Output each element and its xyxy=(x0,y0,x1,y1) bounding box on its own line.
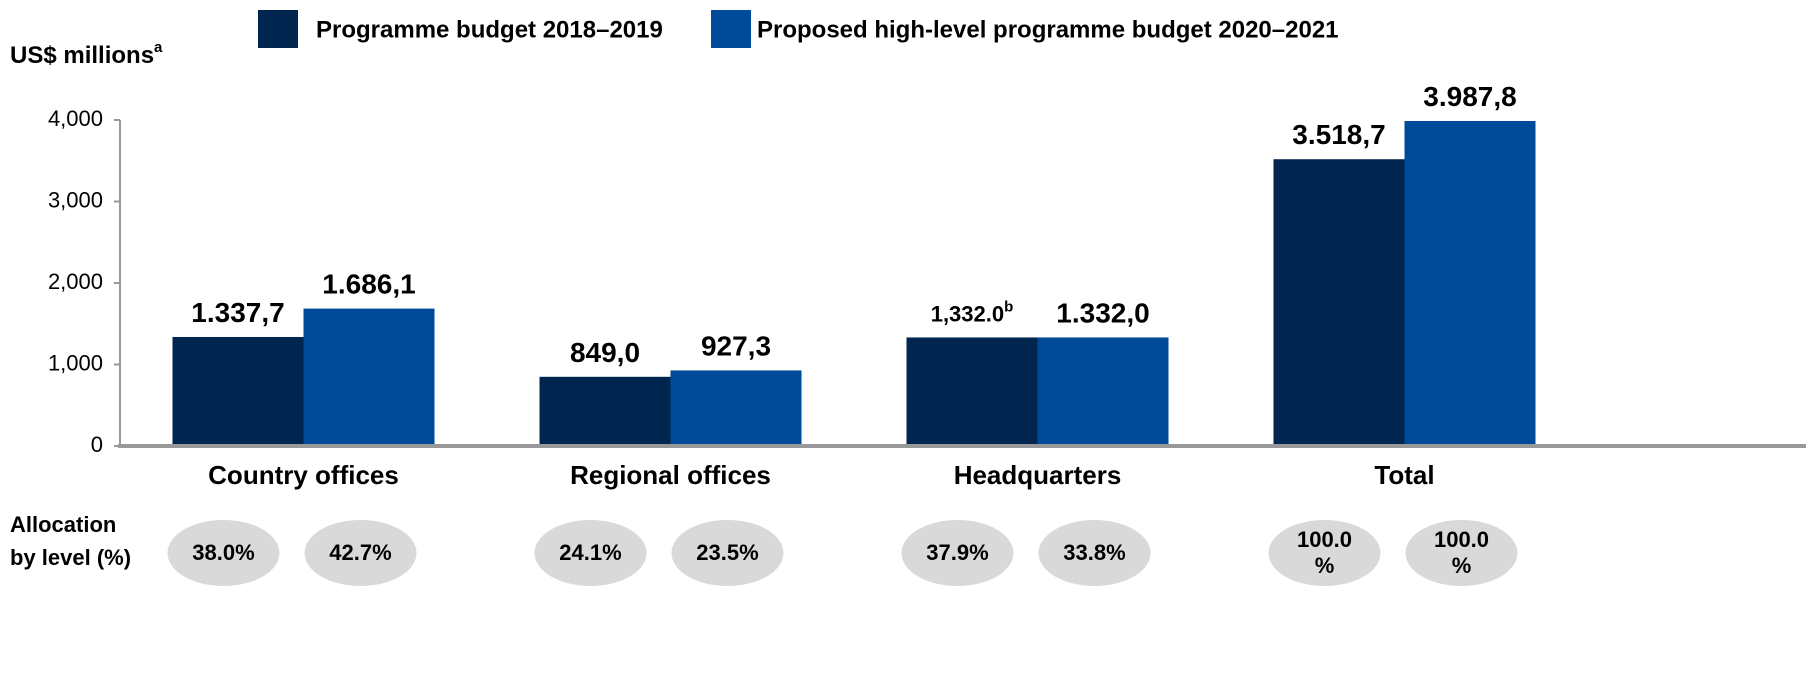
value-label-text: 927,3 xyxy=(701,331,771,362)
bar xyxy=(1273,159,1405,446)
x-tick-label: Country offices xyxy=(208,460,399,490)
y-tick-label: 3,000 xyxy=(48,187,103,212)
bar xyxy=(906,337,1038,446)
value-label: 1.337,7 xyxy=(191,297,284,328)
allocation-label: 100.0 % xyxy=(1406,520,1518,586)
x-tick-label: Headquarters xyxy=(954,460,1122,490)
y-axis-label-note: a xyxy=(154,39,163,56)
legend-label: Programme budget 2018–2019 xyxy=(316,16,663,43)
y-tick-label: 0 xyxy=(91,432,103,457)
allocation-text: 33.8% xyxy=(1063,540,1126,565)
allocation-text: 38.0% xyxy=(192,540,255,565)
value-label: 1.332,0 xyxy=(1056,298,1149,329)
allocation-ellipse xyxy=(1038,520,1151,586)
allocation-ellipse xyxy=(1405,520,1518,586)
allocation-label: 33.8% xyxy=(1039,520,1151,586)
bar xyxy=(1404,120,1536,447)
allocation-ellipse xyxy=(671,520,784,586)
value-label-text: 1.332,0 xyxy=(1056,298,1149,329)
allocation-ellipse xyxy=(1268,520,1381,586)
allocation-ellipse xyxy=(901,520,1014,586)
value-label-note: b xyxy=(1004,298,1013,315)
legend-label: Proposed high-level programme budget 202… xyxy=(757,16,1339,43)
legend-swatch xyxy=(258,10,298,48)
y-tick-label: 4,000 xyxy=(48,106,103,131)
y-tick-label: 2,000 xyxy=(48,269,103,294)
value-label-text: 3.987,8 xyxy=(1423,81,1516,112)
bar xyxy=(539,376,671,446)
allocation-ellipse xyxy=(167,520,280,586)
allocation-text: 24.1% xyxy=(559,540,622,565)
allocation-label: 38.0% xyxy=(168,520,280,586)
allocation-label: 37.9% xyxy=(902,520,1014,586)
allocation-label: 100.0 % xyxy=(1269,520,1381,586)
allocation-text: 37.9% xyxy=(926,540,989,565)
allocation-text: 100.0 % xyxy=(1296,527,1353,578)
bar xyxy=(670,370,802,446)
value-label: 3.518,7 xyxy=(1292,120,1385,151)
y-axis-label-text: US$ millions xyxy=(10,42,154,69)
allocation-text: 42.7% xyxy=(329,540,392,565)
allocation-ellipse xyxy=(534,520,647,586)
value-label-text: 849,0 xyxy=(570,337,640,368)
bar xyxy=(172,336,304,446)
value-label: 849,0 xyxy=(570,337,640,368)
value-label: 3.987,8 xyxy=(1423,81,1516,112)
value-label: 1,332.0b xyxy=(931,298,1014,326)
legend-swatch xyxy=(711,10,751,48)
value-label: 1.686,1 xyxy=(322,269,415,300)
allocation-label: 42.7% xyxy=(305,520,417,586)
value-label-text: 1.337,7 xyxy=(191,297,284,328)
y-axis-label: US$ millionsa xyxy=(10,39,163,69)
bar xyxy=(303,308,435,446)
x-tick-label: Regional offices xyxy=(570,460,771,490)
allocation-label: 24.1% xyxy=(535,520,647,586)
allocation-label: 23.5% xyxy=(672,520,784,586)
allocation-ellipse xyxy=(304,520,417,586)
bar xyxy=(1037,337,1169,446)
allocation-text: 100.0 % xyxy=(1433,527,1490,578)
allocation-title: Allocation by level (%) xyxy=(10,512,132,570)
value-label-text: 3.518,7 xyxy=(1292,120,1385,151)
x-tick-label: Total xyxy=(1374,460,1434,490)
value-label-text: 1,332.0 xyxy=(931,301,1004,326)
y-tick-label: 1,000 xyxy=(48,350,103,375)
allocation-text: 23.5% xyxy=(696,540,759,565)
value-label-text: 1.686,1 xyxy=(322,269,415,300)
value-label: 927,3 xyxy=(701,331,771,362)
